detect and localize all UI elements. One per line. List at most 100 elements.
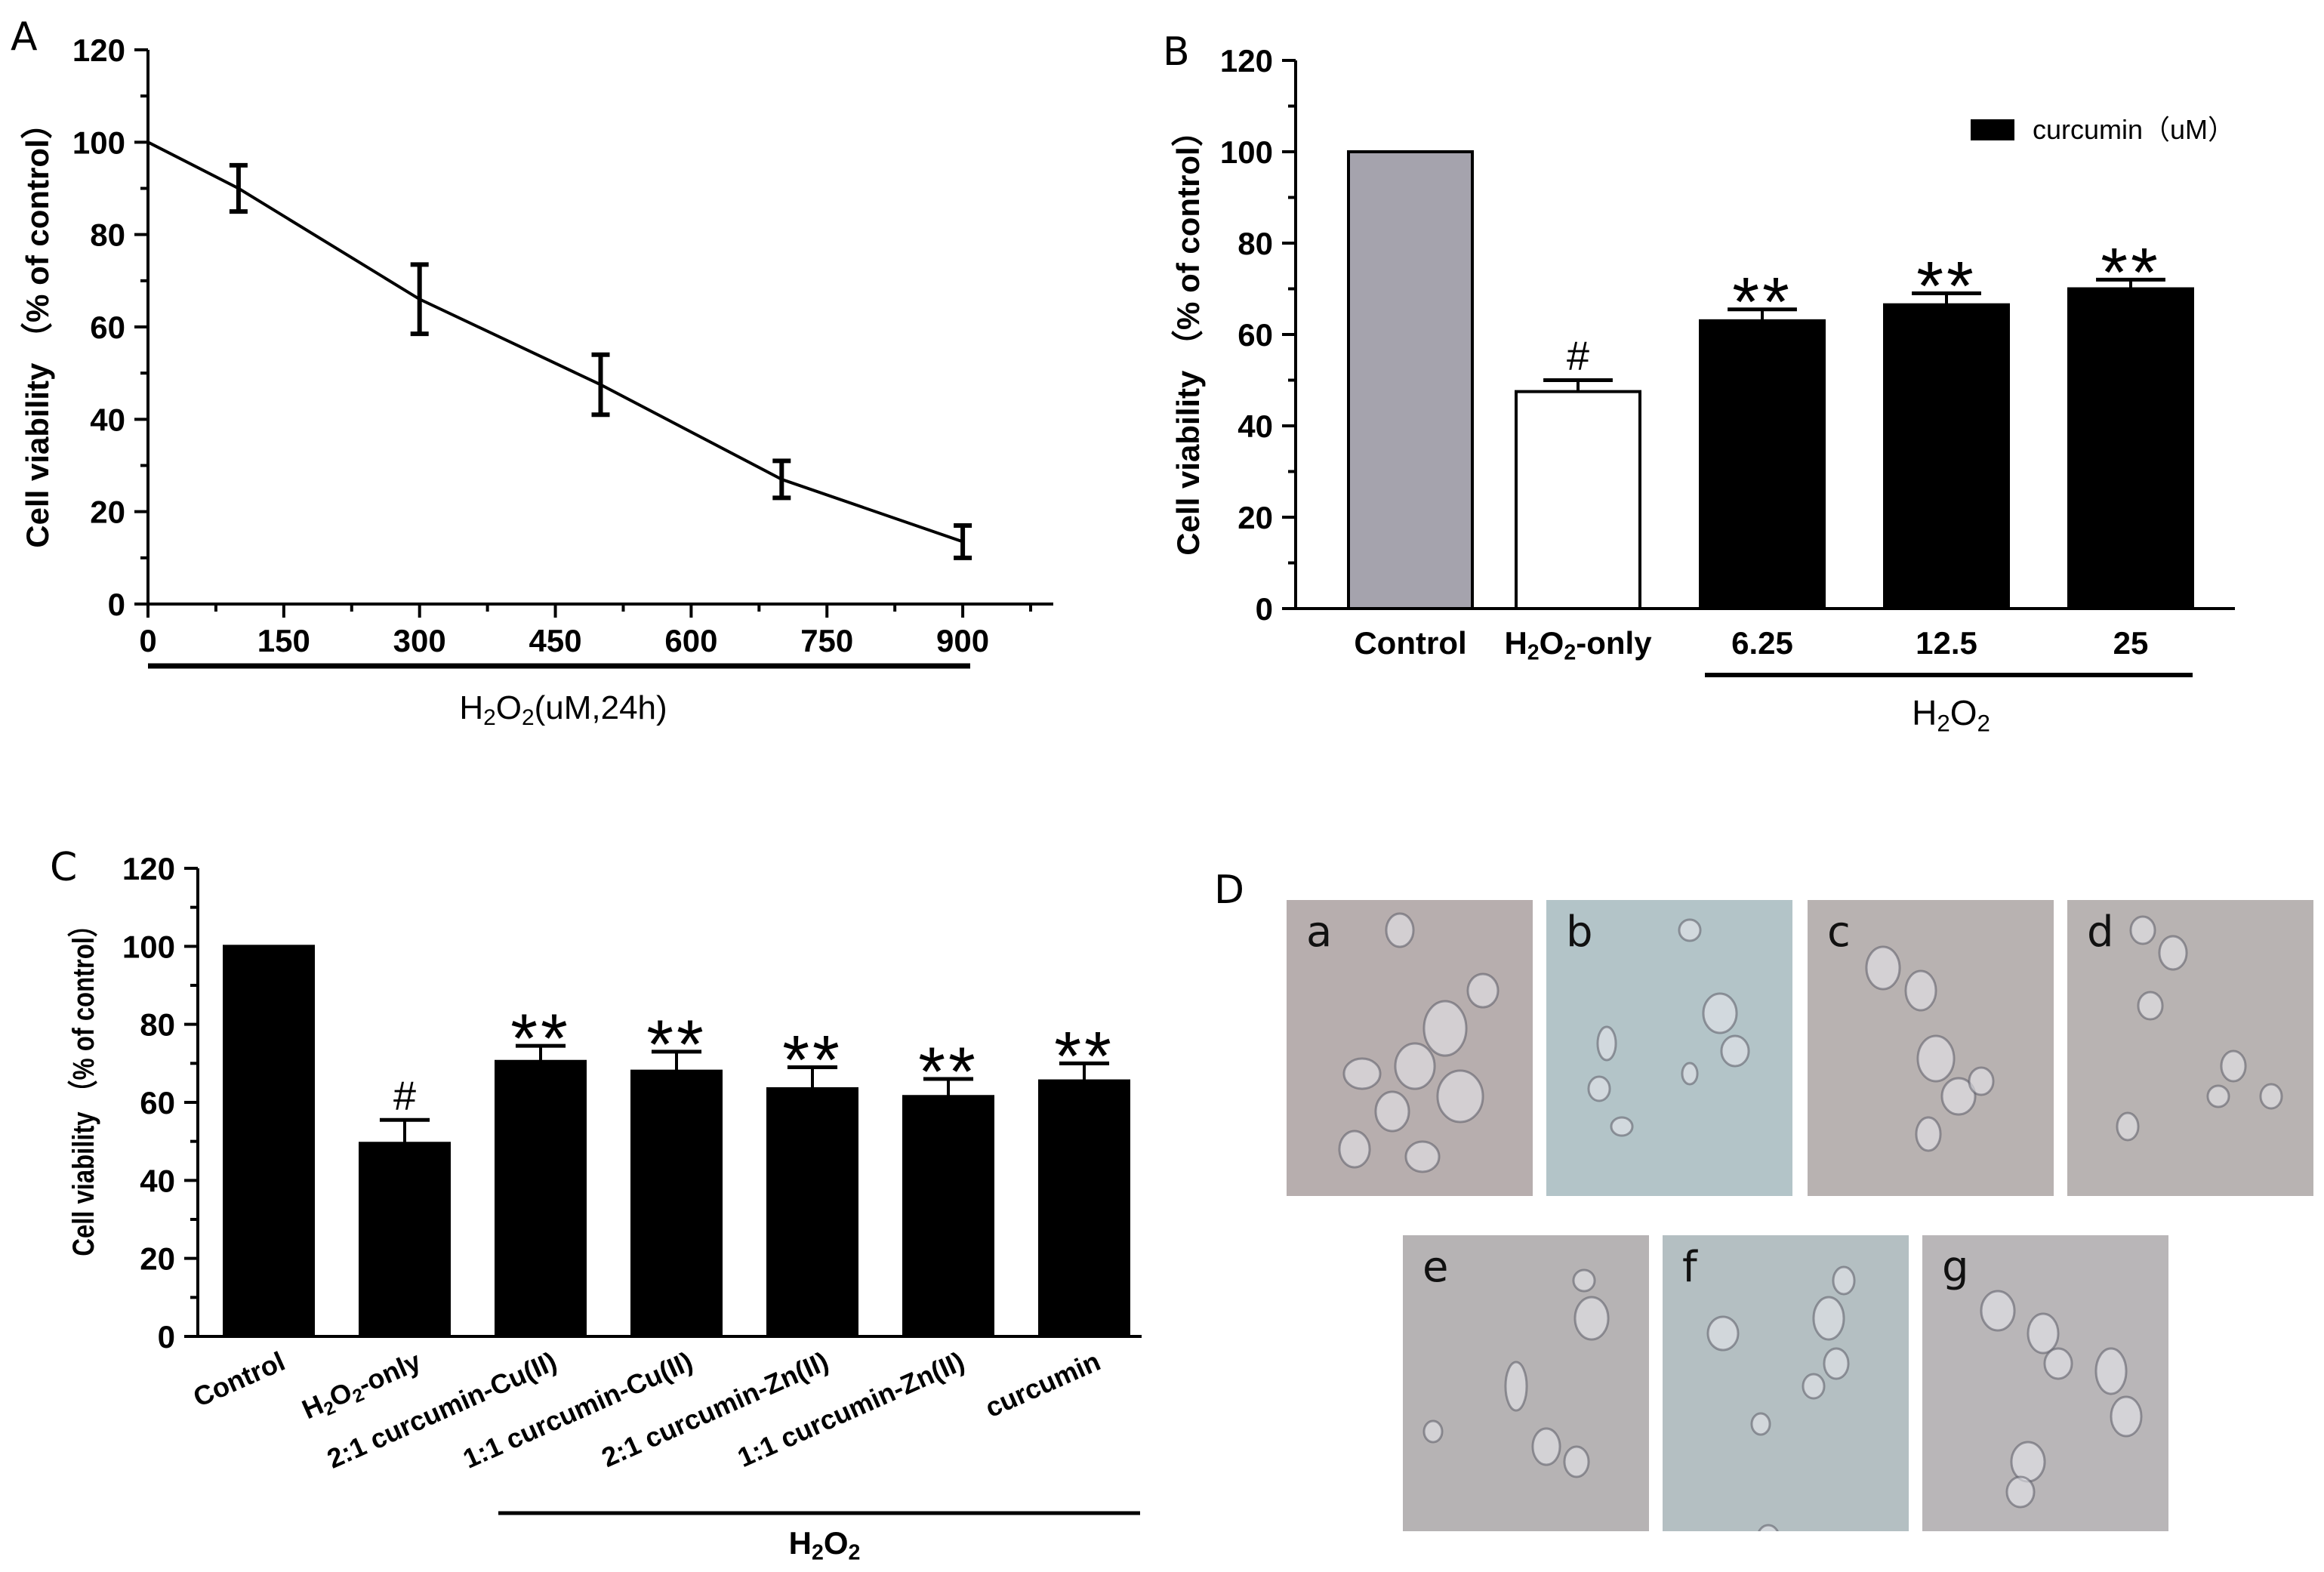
group-label: H2O2 — [1912, 693, 1990, 736]
x-tick-label: 6.25 — [1731, 625, 1793, 661]
cell — [1504, 1361, 1528, 1412]
y-tick-label: 20 — [1238, 500, 1273, 535]
cell — [1394, 1042, 1436, 1090]
series-line — [147, 140, 963, 544]
y-axis-label: Cell viability （% of control） — [66, 912, 100, 1256]
micrograph-a: a — [1287, 900, 1533, 1196]
cell — [1915, 1116, 1942, 1152]
significance-mark: ** — [646, 1006, 707, 1083]
bar — [1347, 150, 1474, 610]
x-tick-label: 450 — [529, 623, 582, 658]
cell — [2043, 1347, 2073, 1380]
cell — [1587, 1075, 1611, 1102]
micrograph-label: c — [1827, 908, 1851, 957]
cell — [1823, 1347, 1850, 1380]
cell — [1916, 1034, 1956, 1083]
legend-label: curcumin（uM） — [2033, 114, 2235, 145]
y-axis-label: Cell viability （% of control） — [1170, 115, 1206, 555]
cell — [1404, 1140, 1441, 1173]
cell — [1702, 992, 1738, 1034]
micrograph-cells — [1980, 1290, 2143, 1509]
y-tick-label: 0 — [108, 587, 125, 622]
micrograph-cells — [1587, 918, 1750, 1137]
cell — [1678, 918, 1702, 942]
y-tick-label: 20 — [90, 495, 125, 530]
significance-mark: ** — [2101, 234, 2161, 311]
micrograph-e: e — [1403, 1235, 1649, 1531]
bar — [1515, 390, 1641, 610]
cell — [1904, 969, 1937, 1012]
cell — [1706, 1315, 1740, 1352]
y-tick-label: 40 — [90, 402, 125, 437]
y-tick-label: 20 — [140, 1241, 175, 1277]
panel-letter-d: D — [1214, 868, 1244, 913]
micrograph-b: b — [1546, 900, 1792, 1196]
bar — [630, 1069, 723, 1338]
x-tick-label: 0 — [139, 623, 156, 658]
cell — [1720, 1034, 1750, 1068]
cell — [2206, 1084, 2230, 1108]
cell — [2027, 1312, 2060, 1355]
y-tick-label: 120 — [1220, 43, 1273, 79]
significance-mark: ** — [510, 1000, 571, 1077]
y-tick-label: 100 — [72, 125, 125, 160]
bar — [1038, 1079, 1130, 1339]
significance-mark: # — [1567, 334, 1589, 379]
bar — [495, 1059, 587, 1338]
panel-letter-b: B — [1163, 29, 1190, 75]
cell — [1563, 1445, 1590, 1478]
bar — [2067, 287, 2194, 610]
cell — [1338, 1130, 1371, 1169]
micrograph-cells — [1338, 912, 1500, 1173]
cell — [1572, 1268, 1596, 1293]
micrograph-label: b — [1566, 908, 1593, 957]
y-tick-label: 60 — [90, 310, 125, 345]
chart-b: 0 20 40 60 80 100 120 # ** ** ** Control H2O2-only 6.… — [1170, 43, 2235, 736]
cell — [2137, 991, 2164, 1021]
x-tick-label: 2:1 curcumin-Zn(II) — [597, 1345, 834, 1473]
cell — [2005, 1475, 2036, 1509]
group-label: H2O2 — [789, 1525, 861, 1565]
y-tick-label: 80 — [140, 1007, 175, 1043]
bar — [1883, 303, 2010, 610]
bar — [359, 1142, 451, 1338]
micrograph-label: f — [1682, 1243, 1697, 1292]
micrograph-cells — [1422, 1268, 1610, 1478]
micrograph-f: f — [1663, 1235, 1909, 1531]
micrograph-label: a — [1306, 908, 1333, 957]
cell — [1865, 945, 1901, 991]
cell — [1466, 972, 1500, 1009]
cell — [1802, 1373, 1826, 1400]
significance-mark: ** — [1916, 248, 1977, 325]
significance-mark: # — [393, 1073, 416, 1118]
y-tick-label: 0 — [158, 1319, 175, 1355]
cell — [1968, 1066, 1995, 1096]
micrograph-cells — [1865, 945, 1995, 1152]
micrograph-cells — [2116, 915, 2283, 1142]
y-tick-label: 60 — [1238, 317, 1273, 353]
micrograph-label: g — [1942, 1243, 1969, 1292]
cell — [1374, 1090, 1410, 1133]
cell — [1531, 1427, 1561, 1466]
significance-mark: ** — [782, 1022, 843, 1099]
y-tick-label: 100 — [122, 929, 175, 964]
x-tick-label: 900 — [936, 623, 989, 658]
cell — [2110, 1395, 2143, 1438]
x-tick-label: 750 — [800, 623, 853, 658]
x-tick-label: 1:1 curcumin-Zn(II) — [733, 1345, 969, 1473]
panel-letter-a: A — [11, 14, 38, 60]
cell — [1573, 1296, 1610, 1341]
cell — [2158, 935, 2188, 971]
micrograph-g: g — [1922, 1235, 2168, 1531]
x-tick-label: Control — [1354, 625, 1466, 661]
micrograph-d: d — [2067, 900, 2313, 1196]
significance-mark: ** — [1732, 264, 1792, 341]
y-tick-label: 0 — [1256, 591, 1273, 627]
cell — [1596, 1025, 1617, 1062]
cell — [1940, 1077, 1977, 1116]
cell — [1342, 1057, 1382, 1090]
cell — [2220, 1050, 2247, 1083]
x-tick-label: 600 — [664, 623, 717, 658]
